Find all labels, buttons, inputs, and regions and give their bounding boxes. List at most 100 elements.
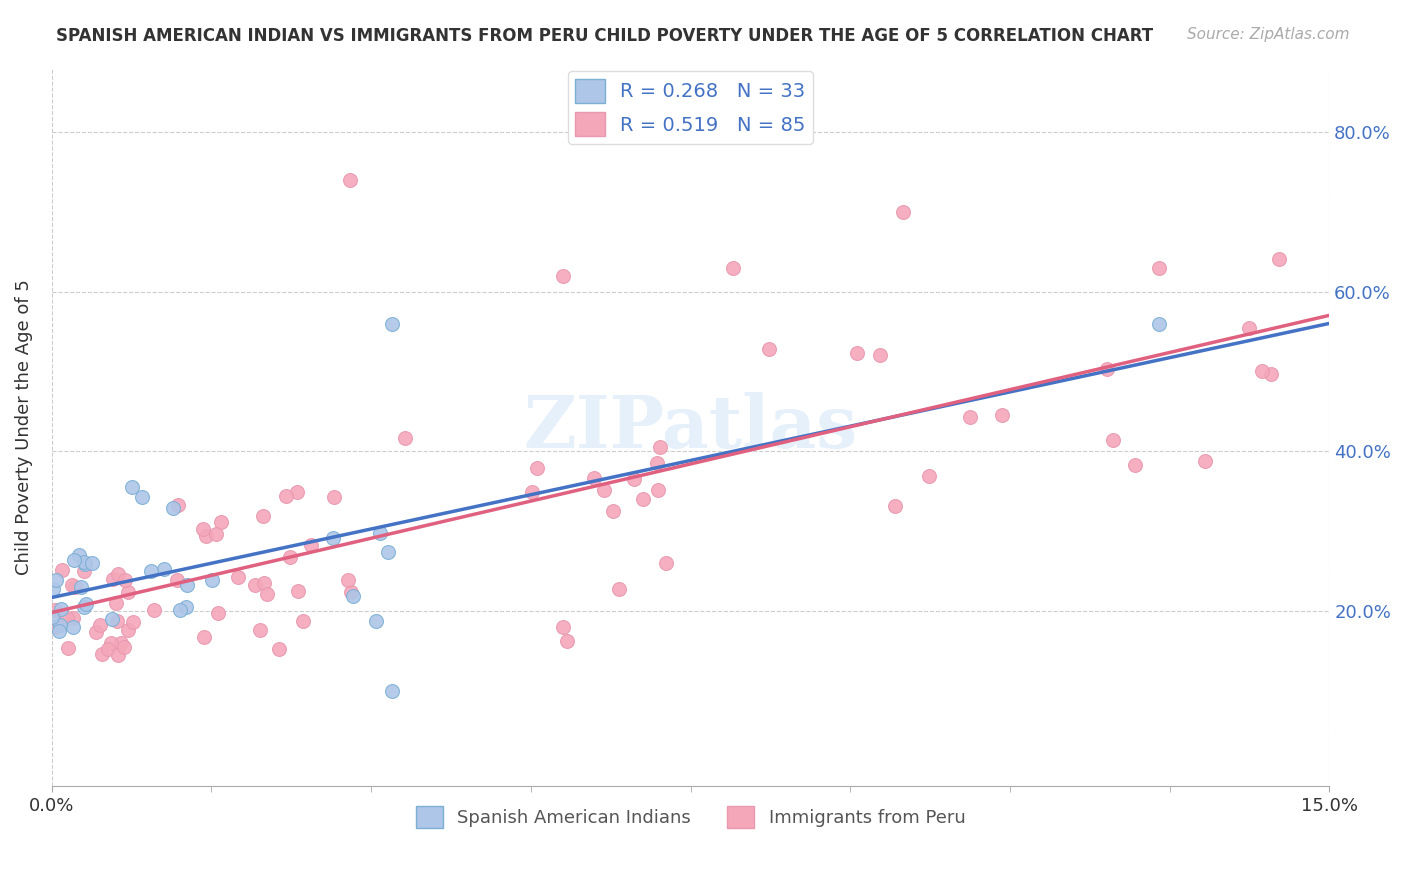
Point <box>101 612 124 626</box>
Point <box>60 578 83 592</box>
Point <box>117 585 139 599</box>
Point <box>100 636 122 650</box>
Point <box>73 555 96 569</box>
Point <box>107 648 129 663</box>
Point <box>121 615 143 629</box>
Point <box>162 501 184 516</box>
Point <box>70 580 93 594</box>
Point <box>1237 321 1260 335</box>
Point <box>243 577 266 591</box>
Point <box>252 509 274 524</box>
Point <box>394 431 416 445</box>
Point <box>381 317 404 331</box>
Point <box>883 499 905 513</box>
Point <box>553 620 575 634</box>
Point <box>97 641 120 656</box>
Point <box>101 572 124 586</box>
Point <box>62 611 84 625</box>
Point <box>62 552 84 566</box>
Point <box>207 606 229 620</box>
Point <box>253 576 276 591</box>
Point <box>342 589 364 603</box>
Point <box>299 538 322 552</box>
Point <box>1123 458 1146 472</box>
Point <box>89 618 111 632</box>
Point <box>846 346 869 360</box>
Point <box>647 456 669 470</box>
Point <box>174 600 197 615</box>
Point <box>256 587 278 601</box>
Point <box>51 563 73 577</box>
Point <box>285 484 308 499</box>
Point <box>176 578 198 592</box>
Point <box>1101 433 1123 447</box>
Point <box>583 471 606 485</box>
Point <box>1267 252 1289 266</box>
Point <box>110 636 132 650</box>
Point <box>918 469 941 483</box>
Point <box>1194 453 1216 467</box>
Y-axis label: Child Poverty Under the Age of 5: Child Poverty Under the Age of 5 <box>15 279 32 575</box>
Point <box>623 472 645 486</box>
Point <box>209 515 232 529</box>
Point <box>167 498 190 512</box>
Point <box>551 268 574 283</box>
Text: Source: ZipAtlas.com: Source: ZipAtlas.com <box>1187 27 1350 42</box>
Text: ZIPatlas: ZIPatlas <box>523 392 858 463</box>
Point <box>84 624 107 639</box>
Point <box>721 260 744 275</box>
Point <box>959 410 981 425</box>
Point <box>44 573 66 587</box>
Point <box>631 491 654 506</box>
Text: SPANISH AMERICAN INDIAN VS IMMIGRANTS FROM PERU CHILD POVERTY UNDER THE AGE OF 5: SPANISH AMERICAN INDIAN VS IMMIGRANTS FR… <box>56 27 1153 45</box>
Point <box>48 624 70 638</box>
Point <box>607 582 630 597</box>
Point <box>292 614 315 628</box>
Point <box>41 582 63 596</box>
Legend: Spanish American Indians, Immigrants from Peru: Spanish American Indians, Immigrants fro… <box>409 798 973 835</box>
Point <box>49 618 72 632</box>
Point <box>73 564 96 578</box>
Point <box>869 348 891 362</box>
Point <box>340 584 363 599</box>
Point <box>1251 364 1274 378</box>
Point <box>557 634 579 648</box>
Point <box>62 620 84 634</box>
Point <box>758 343 780 357</box>
Point <box>991 408 1014 422</box>
Point <box>1147 317 1170 331</box>
Point <box>169 602 191 616</box>
Point <box>1260 367 1282 381</box>
Point <box>377 545 399 559</box>
Point <box>193 631 215 645</box>
Point <box>647 483 669 498</box>
Point <box>73 558 96 572</box>
Point <box>107 566 129 581</box>
Point <box>274 489 297 503</box>
Point <box>72 599 94 614</box>
Point <box>322 531 344 545</box>
Point <box>249 623 271 637</box>
Point <box>520 485 543 500</box>
Point <box>131 491 153 505</box>
Point <box>44 620 66 634</box>
Point <box>139 564 162 578</box>
Point <box>602 504 624 518</box>
Point <box>893 205 915 219</box>
Point <box>143 603 166 617</box>
Point <box>339 173 361 187</box>
Point <box>67 548 90 562</box>
Point <box>1095 362 1118 376</box>
Point <box>112 640 135 655</box>
Point <box>655 556 678 570</box>
Point <box>364 614 387 628</box>
Point <box>650 440 672 454</box>
Point <box>526 460 548 475</box>
Point <box>381 683 404 698</box>
Point <box>166 574 188 588</box>
Point <box>323 490 346 504</box>
Point <box>90 647 112 661</box>
Point <box>121 480 143 494</box>
Point <box>152 562 174 576</box>
Point <box>226 570 249 584</box>
